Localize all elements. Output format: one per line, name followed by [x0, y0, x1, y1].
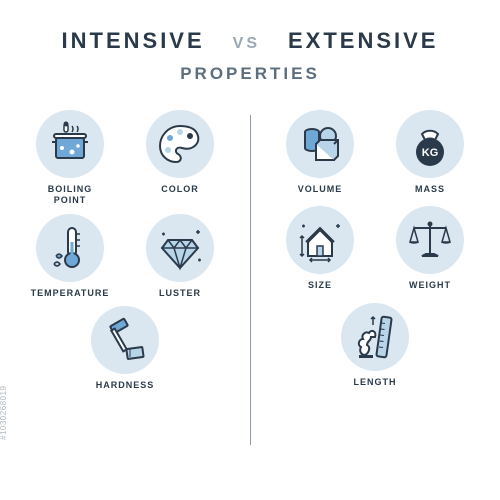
- property-weight: WEIGHT: [382, 206, 478, 294]
- shapes-icon: [286, 110, 354, 178]
- property-label: SIZE: [308, 280, 332, 291]
- hammer-icon: [91, 306, 159, 374]
- property-length: LENGTH: [327, 303, 423, 391]
- scale-icon: [396, 206, 464, 274]
- property-luster: LUSTER: [132, 214, 228, 299]
- property-label: TEMPERATURE: [31, 288, 110, 299]
- svg-text:KG: KG: [422, 147, 439, 159]
- diamond-icon: [146, 214, 214, 282]
- kettlebell-icon: KG: [396, 110, 464, 178]
- property-label: BOILING POINT: [48, 184, 93, 206]
- property-label: WEIGHT: [409, 280, 451, 291]
- extensive-column: VOLUME KG MASS SIZE WEIGHT LENGTH: [250, 110, 500, 391]
- property-label: LENGTH: [354, 377, 397, 388]
- title-intensive: INTENSIVE: [62, 28, 205, 54]
- property-size: SIZE: [272, 206, 368, 294]
- property-boiling-point: BOILING POINT: [22, 110, 118, 206]
- properties-grid: BOILING POINT COLOR TEMPERATURE LUSTER H…: [0, 110, 500, 391]
- thermometer-icon: [36, 214, 104, 282]
- property-label: HARDNESS: [96, 380, 155, 391]
- property-mass: KG MASS: [382, 110, 478, 198]
- property-color: COLOR: [132, 110, 228, 206]
- property-hardness: HARDNESS: [77, 306, 173, 391]
- property-volume: VOLUME: [272, 110, 368, 198]
- property-temperature: TEMPERATURE: [22, 214, 118, 299]
- title-row: INTENSIVE VS EXTENSIVE: [0, 28, 500, 54]
- property-label: MASS: [415, 184, 445, 195]
- header: INTENSIVE VS EXTENSIVE PROPERTIES: [0, 0, 500, 84]
- pot-icon: [36, 110, 104, 178]
- property-label: VOLUME: [298, 184, 343, 195]
- title-extensive: EXTENSIVE: [288, 28, 438, 54]
- property-label: COLOR: [161, 184, 199, 195]
- house-icon: [286, 206, 354, 274]
- ruler-icon: [341, 303, 409, 371]
- title-vs: VS: [233, 35, 260, 53]
- watermark: #1030268019: [0, 386, 8, 440]
- intensive-column: BOILING POINT COLOR TEMPERATURE LUSTER H…: [0, 110, 250, 391]
- subtitle: PROPERTIES: [0, 64, 500, 84]
- palette-icon: [146, 110, 214, 178]
- property-label: LUSTER: [159, 288, 201, 299]
